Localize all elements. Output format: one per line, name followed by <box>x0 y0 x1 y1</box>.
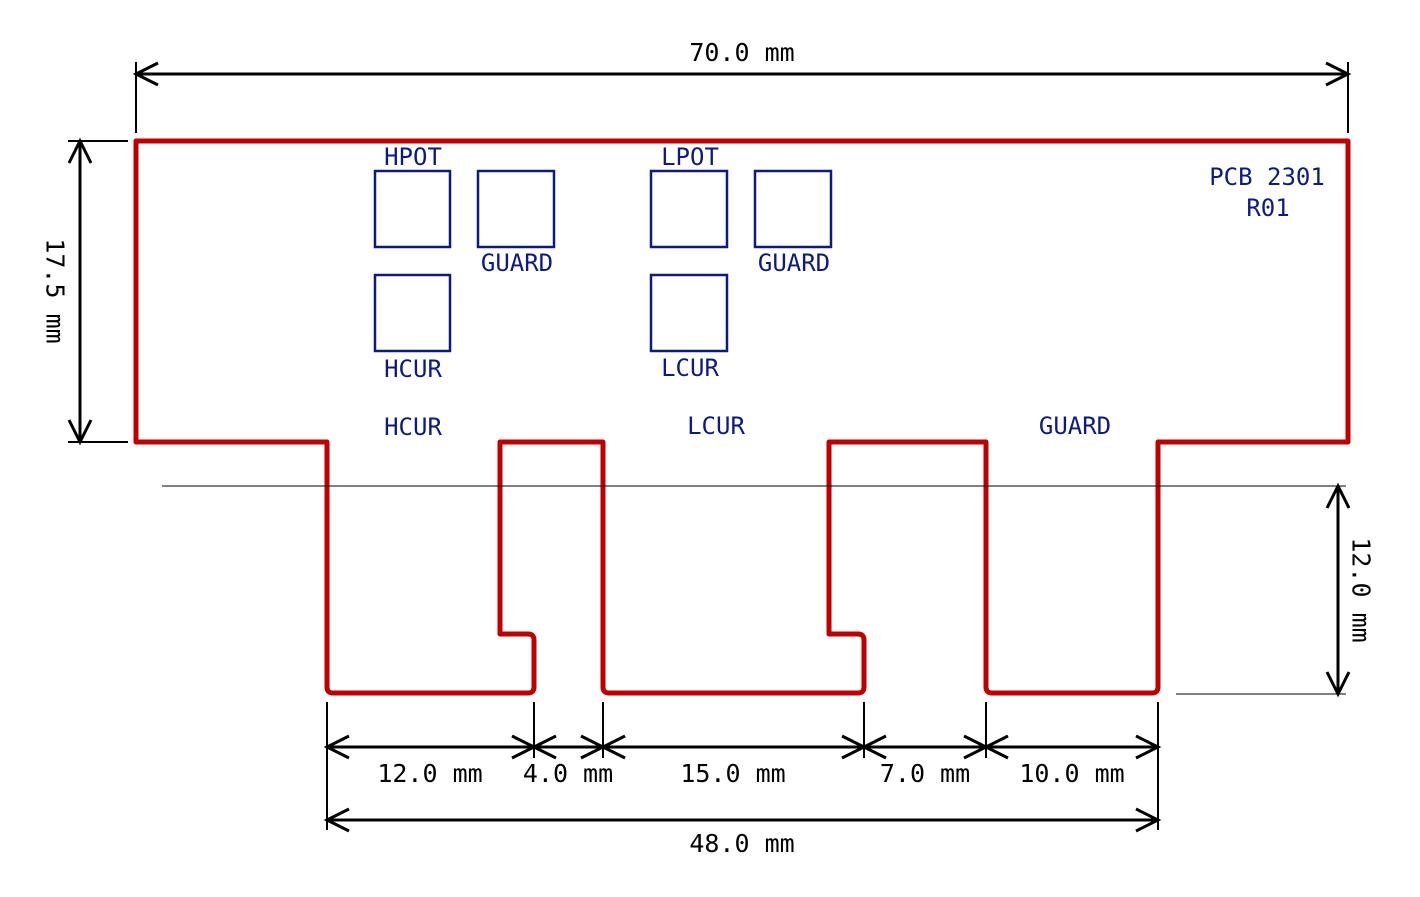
finger-length-label: 12.0 mm <box>1346 537 1375 642</box>
finger-span-arrow-right <box>1135 807 1162 833</box>
guard-width-arrow-left <box>982 734 1009 760</box>
finger-length-arrow-bottom <box>1325 671 1351 698</box>
overall-width-label: 70.0 mm <box>689 38 794 67</box>
finger-hcur-label: HCUR <box>384 413 442 441</box>
board-outline <box>133 138 1351 696</box>
lcur-pad-label: LCUR <box>661 354 719 382</box>
board-id-line2: R01 <box>1246 194 1289 222</box>
guard-width-arrow-right <box>1135 734 1162 760</box>
gap1-label: 4.0 mm <box>523 759 613 788</box>
hpot-pad <box>373 169 452 249</box>
lcur-pad <box>649 273 729 353</box>
finger-length-arrow-top <box>1325 482 1351 509</box>
lcur-width-label: 15.0 mm <box>680 759 785 788</box>
overall-width-arrow-left <box>132 61 159 87</box>
hpot-label: HPOT <box>384 143 442 171</box>
gap2-arrow-left <box>860 734 887 760</box>
board-id-line1: PCB 2301 <box>1209 163 1325 191</box>
hcur-width-label: 12.0 mm <box>377 759 482 788</box>
lpot-label: LPOT <box>661 143 719 171</box>
finger-guard-label: GUARD <box>1039 412 1111 440</box>
lcur-width-arrow-left <box>599 734 626 760</box>
gap1-arrow-left <box>530 734 557 760</box>
board-height-arrow-top <box>67 137 93 164</box>
guard-width-label: 10.0 mm <box>1019 759 1124 788</box>
lpot-pad <box>649 169 729 249</box>
hcur-pad-label: HCUR <box>384 355 442 383</box>
overall-width-arrow-right <box>1325 61 1352 87</box>
gap2-label: 7.0 mm <box>880 759 970 788</box>
hcur-width-arrow-left <box>323 734 350 760</box>
board-height-arrow-bottom <box>67 419 93 446</box>
finger-lcur-label: LCUR <box>687 412 745 440</box>
guard-left-pad <box>476 169 556 249</box>
finger-span-arrow-left <box>323 807 350 833</box>
board-height-label: 17.5 mm <box>40 238 69 343</box>
guard-right-pad <box>753 169 833 249</box>
guard-left-label: GUARD <box>481 249 553 277</box>
finger-span-label: 48.0 mm <box>689 829 794 858</box>
hcur-pad <box>373 273 452 353</box>
guard-right-label: GUARD <box>758 249 830 277</box>
